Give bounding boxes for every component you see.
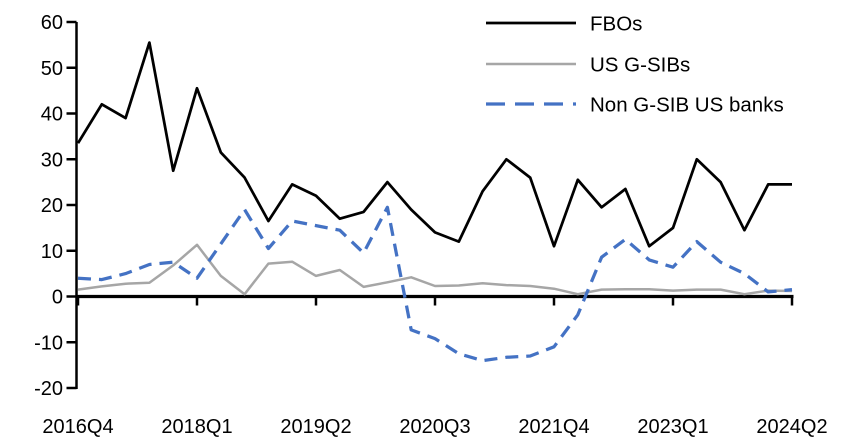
x-tick-label: 2016Q4	[42, 416, 113, 438]
legend-label: Non G-SIB US banks	[590, 94, 784, 117]
legend-item: US G-SIBs	[486, 54, 690, 77]
series-line-us-g-sibs	[77, 243, 793, 296]
y-tick-label: 0	[52, 287, 63, 309]
x-tick-label: 2024Q2	[756, 416, 827, 438]
x-tick-label: 2023Q1	[637, 416, 708, 438]
series-line-fbos	[76, 41, 792, 248]
y-tick-label: 40	[41, 104, 63, 126]
legend: FBOs US G-SIBs Non G-SIB US banks	[486, 13, 784, 117]
y-tick-label: 30	[41, 149, 63, 171]
y-tick-label: -20	[34, 378, 63, 400]
x-axis: 2016Q4 2018Q1 2019Q2 2020Q3 2021Q4 2023Q1 2024…	[42, 294, 828, 438]
x-tick-label: 2018Q1	[161, 416, 232, 438]
legend-item: Non G-SIB US banks	[486, 94, 784, 117]
x-tick-label: 2019Q2	[280, 416, 351, 438]
y-tick-label: 20	[41, 195, 63, 217]
x-tick-label: 2020Q3	[399, 416, 470, 438]
legend-item: FBOs	[486, 13, 642, 36]
legend-label: US G-SIBs	[590, 54, 690, 77]
series-line-non-g-sib-us-banks	[77, 205, 793, 363]
y-axis: 60 50 40 30 20 10 0 -10 -20	[34, 12, 78, 400]
legend-label: FBOs	[590, 13, 642, 36]
y-tick-label: 60	[41, 12, 63, 34]
y-tick-label: 10	[41, 241, 63, 263]
y-tick-label: -10	[34, 332, 63, 354]
y-tick-label: 50	[41, 58, 63, 80]
x-tick-label: 2021Q4	[518, 416, 589, 438]
